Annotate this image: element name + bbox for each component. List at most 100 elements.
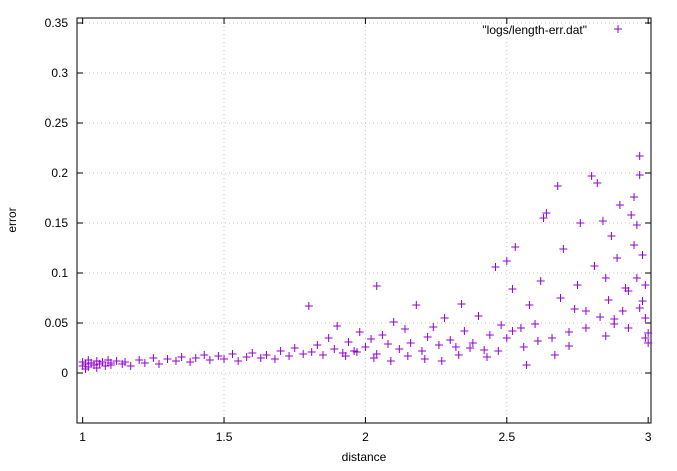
data-point	[466, 344, 475, 352]
data-point	[112, 357, 121, 365]
data-point	[565, 328, 573, 336]
data-point	[474, 312, 483, 320]
data-point	[508, 327, 517, 335]
data-point	[542, 209, 551, 217]
data-point	[576, 219, 585, 227]
data-point	[519, 343, 528, 351]
data-point	[632, 274, 641, 282]
data-point	[494, 347, 503, 355]
data-point	[483, 353, 491, 361]
data-point	[587, 172, 596, 180]
data-point	[389, 318, 398, 326]
data-points	[78, 152, 653, 373]
data-point	[417, 347, 426, 355]
data-point	[220, 355, 229, 363]
axis-ticks: 1 1.5 2 2.5 3 0 0.05 0.1 0.15 0.2 0.25 0.3 0.35	[45, 16, 652, 444]
data-point	[468, 339, 477, 347]
data-point	[598, 217, 607, 225]
data-point	[601, 332, 610, 340]
data-point	[191, 354, 200, 362]
x-tick-label: 1	[79, 430, 86, 444]
data-point	[593, 179, 602, 187]
data-point	[101, 362, 110, 370]
data-point	[200, 351, 209, 359]
legend-plus-mark	[614, 25, 622, 33]
x-axis-label: distance	[342, 450, 387, 464]
data-point	[406, 339, 415, 347]
data-point	[556, 294, 565, 302]
data-point	[627, 211, 636, 219]
data-point	[624, 287, 633, 295]
data-point	[352, 348, 361, 356]
data-point	[361, 343, 370, 351]
data-point	[234, 357, 243, 365]
data-point	[446, 336, 455, 344]
data-point	[126, 362, 135, 370]
data-point	[635, 171, 644, 179]
x-tick-label: 2	[362, 430, 369, 444]
data-point	[384, 340, 393, 348]
data-point	[319, 351, 327, 359]
data-point	[412, 301, 421, 309]
y-tick-label: 0.05	[45, 316, 69, 330]
data-point	[548, 334, 557, 342]
data-point	[581, 307, 590, 315]
data-point	[256, 354, 265, 362]
data-point	[369, 354, 378, 362]
data-point	[140, 359, 149, 367]
data-point	[485, 331, 494, 339]
data-point	[491, 263, 500, 271]
y-tick-label: 0.2	[51, 166, 68, 180]
data-point	[601, 274, 610, 282]
data-point	[378, 331, 387, 339]
plot-frame	[76, 17, 652, 424]
data-point	[395, 345, 404, 353]
data-point	[171, 357, 180, 365]
data-point	[508, 285, 517, 293]
data-point	[276, 347, 285, 355]
data-point	[632, 221, 641, 229]
legend-marker-plus-icon	[614, 25, 622, 33]
data-point	[573, 281, 582, 289]
data-point	[644, 329, 653, 337]
data-point	[307, 348, 316, 356]
data-point	[205, 356, 214, 364]
y-tick-label: 0.1	[51, 266, 68, 280]
data-point	[641, 281, 650, 289]
data-point	[638, 297, 647, 305]
data-point	[262, 351, 271, 359]
data-point	[106, 359, 115, 367]
data-point	[304, 302, 313, 310]
data-point	[497, 321, 506, 329]
data-point	[437, 357, 446, 365]
data-point	[610, 315, 619, 323]
data-point	[149, 354, 158, 362]
data-point	[531, 320, 540, 328]
y-tick-label: 0	[61, 366, 68, 380]
data-point	[604, 296, 613, 304]
data-point	[186, 358, 195, 366]
data-point	[553, 182, 562, 190]
data-point	[635, 304, 644, 312]
grid-lines	[77, 18, 651, 423]
data-point	[440, 314, 449, 322]
data-point	[635, 152, 644, 160]
data-point	[533, 337, 542, 345]
y-tick-label: 0.15	[45, 216, 69, 230]
data-point	[536, 277, 545, 285]
data-point	[248, 349, 257, 357]
data-point	[324, 334, 333, 342]
data-point	[403, 352, 412, 360]
data-point	[641, 314, 650, 322]
data-point	[511, 243, 520, 251]
data-point	[502, 257, 511, 265]
legend: "logs/length-err.dat"	[482, 23, 622, 37]
data-point	[163, 355, 172, 363]
data-point	[429, 323, 438, 331]
data-point	[434, 341, 443, 349]
data-point	[522, 361, 531, 369]
y-tick-label: 0.25	[45, 116, 69, 130]
legend-label: "logs/length-err.dat"	[482, 23, 587, 37]
